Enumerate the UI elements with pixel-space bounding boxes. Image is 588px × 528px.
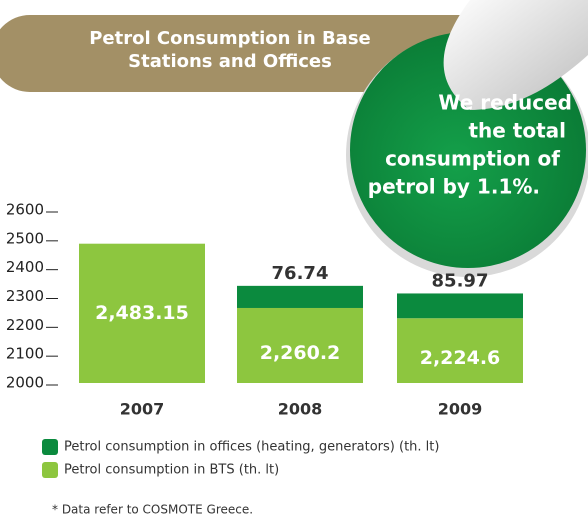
bar-segment	[237, 286, 363, 308]
y-tick-label: 2200	[6, 316, 44, 334]
chart-title: Petrol Consumption in Base	[89, 28, 371, 49]
value-label: 2,483.15	[95, 302, 189, 324]
legend-label: Petrol consumption in offices (heating, …	[64, 440, 439, 455]
value-label: 85.97	[432, 270, 489, 291]
footnote: * Data refer to COSMOTE Greece.	[52, 503, 253, 517]
y-tick-label: 2500	[6, 229, 44, 247]
y-tick-label: 2400	[6, 258, 44, 276]
value-label: 2,224.6	[420, 347, 501, 369]
callout-text: the total	[468, 119, 566, 143]
legend-swatch	[42, 462, 58, 478]
x-tick-label: 2008	[278, 400, 323, 419]
y-tick-label: 2300	[6, 287, 44, 305]
x-tick-label: 2007	[120, 400, 165, 419]
callout-text: We reduced	[438, 91, 572, 115]
chart: Petrol Consumption in Base Stations and …	[0, 0, 588, 528]
y-tick-label: 2100	[6, 345, 44, 363]
legend-swatch	[42, 439, 58, 455]
y-tick-label: 2600	[6, 201, 44, 219]
x-tick-label: 2009	[438, 400, 483, 419]
y-tick-label: 2000	[6, 374, 44, 392]
legend-label: Petrol consumption in BTS (th. lt)	[64, 463, 279, 478]
callout-text: petrol by 1.1%.	[368, 175, 540, 199]
bar-segment	[397, 293, 523, 318]
callout-text: consumption of	[385, 147, 560, 171]
chart-title: Stations and Offices	[128, 51, 332, 72]
value-label: 2,260.2	[260, 342, 341, 364]
value-label: 76.74	[272, 263, 329, 284]
